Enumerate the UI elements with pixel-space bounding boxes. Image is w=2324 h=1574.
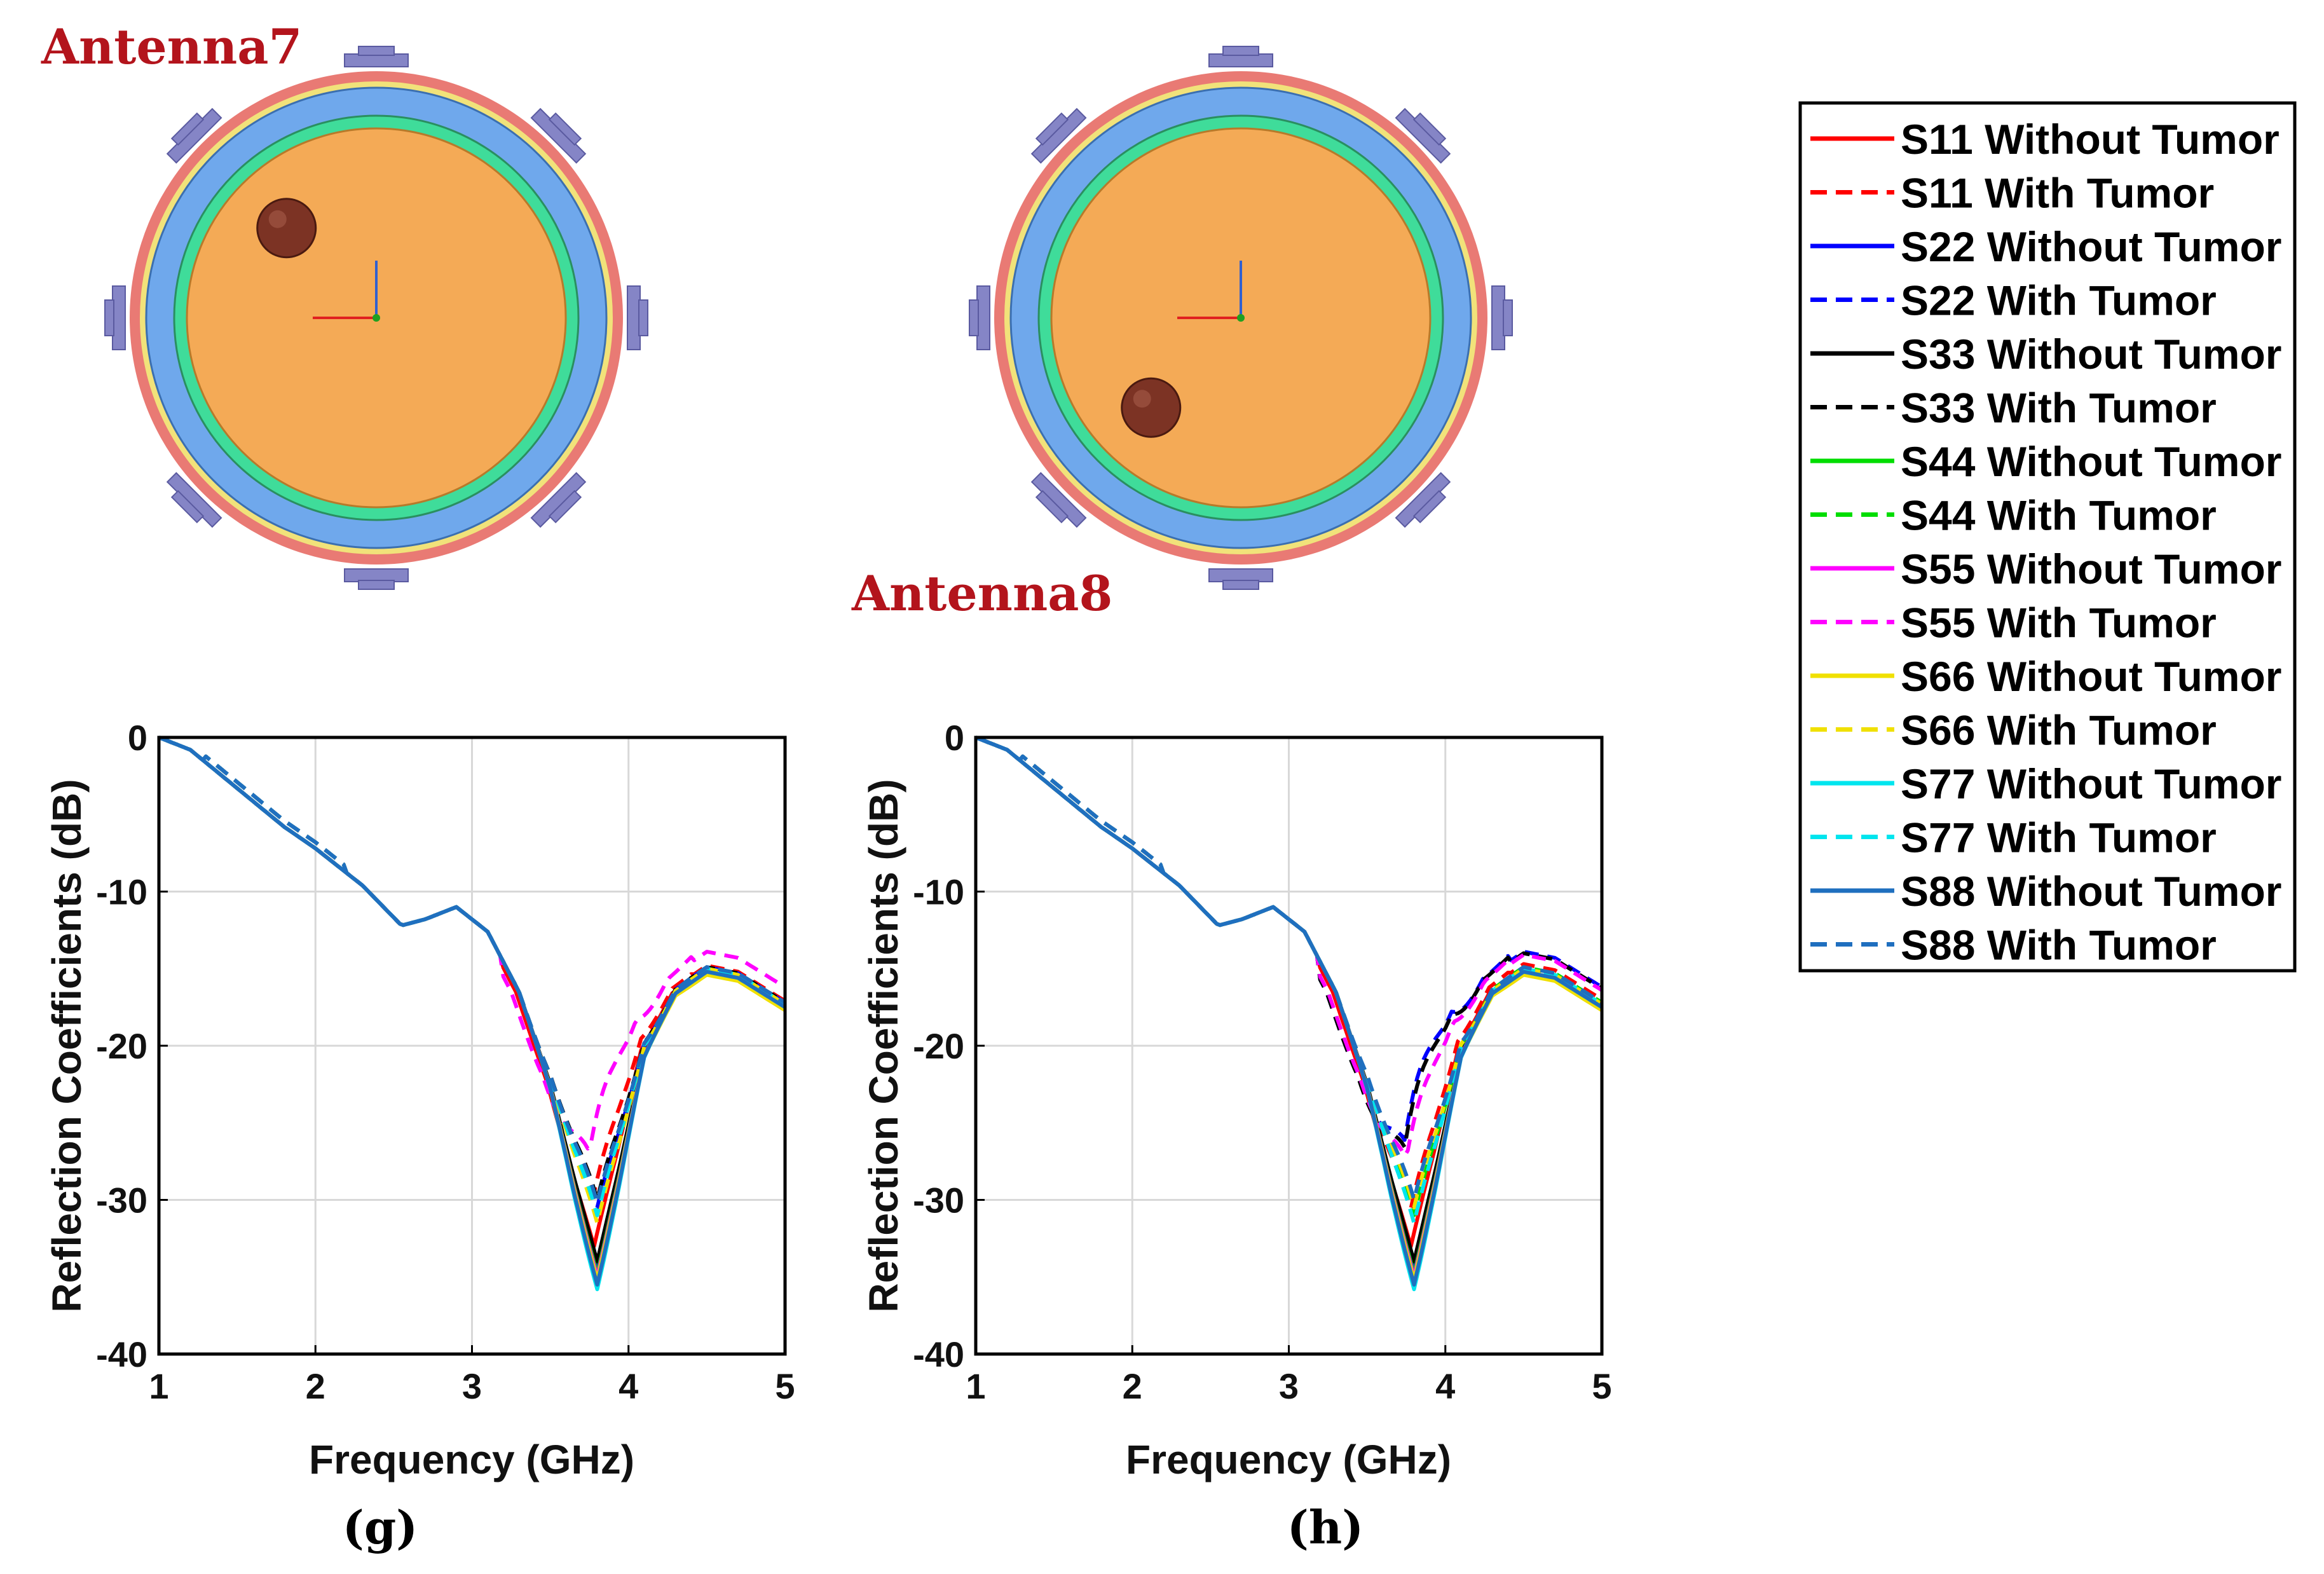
legend-item: S66 Without Tumor xyxy=(1810,653,2281,700)
y-tick-label: -10 xyxy=(913,872,964,912)
x-tick-label: 2 xyxy=(306,1366,325,1406)
legend-label: S66 Without Tumor xyxy=(1901,653,2281,700)
x-tick-label: 1 xyxy=(149,1366,168,1406)
legend-label: S22 Without Tumor xyxy=(1901,223,2281,270)
plot-h-grid xyxy=(974,736,1603,1355)
plot-h-ticks: 1 2 3 4 5 0 -10 -20 -30 -40 xyxy=(913,718,1612,1406)
series-line-s88-with-tumor xyxy=(974,736,1603,1202)
antenna-element xyxy=(969,285,990,350)
antenna-element xyxy=(344,568,409,590)
antenna-element xyxy=(1395,107,1451,164)
legend-label: S55 Without Tumor xyxy=(1901,545,2281,592)
antenna7-label: Antenna7 xyxy=(41,18,302,75)
y-tick-label: -20 xyxy=(96,1026,147,1066)
y-tick-label: -40 xyxy=(96,1334,147,1374)
antenna-element xyxy=(1395,472,1451,528)
y-tick-label: 0 xyxy=(945,718,964,758)
tumor xyxy=(1121,377,1182,438)
plot-g-grid xyxy=(158,736,786,1355)
legend: S11 Without Tumor S11 With Tumor S22 Witho… xyxy=(1798,101,2297,973)
x-tick-label: 3 xyxy=(1279,1366,1299,1406)
y-tick-label: -20 xyxy=(913,1026,964,1066)
antenna-element xyxy=(530,472,587,528)
y-tick-label: -30 xyxy=(913,1180,964,1221)
panel-label-h: (h) xyxy=(1287,1500,1364,1554)
legend-label: S44 With Tumor xyxy=(1901,492,2217,539)
plot-h-ylabel: Reflection Coefficients (dB) xyxy=(861,779,906,1312)
plot-g-ylabel: Reflection Coefficients (dB) xyxy=(44,779,90,1312)
plot-g-series xyxy=(158,736,786,1292)
y-tick-label: -30 xyxy=(96,1180,147,1221)
legend-label: S88 With Tumor xyxy=(1901,922,2217,969)
legend-item: S66 With Tumor xyxy=(1810,707,2217,754)
legend-item: S88 Without Tumor xyxy=(1810,868,2281,915)
antenna-element xyxy=(104,285,126,350)
legend-label: S11 Without Tumor xyxy=(1901,116,2280,163)
x-tick-label: 4 xyxy=(1435,1366,1455,1406)
y-tick-label: -40 xyxy=(913,1334,964,1374)
antenna-element xyxy=(1491,285,1513,350)
breast-model-antenna8 xyxy=(969,46,1513,590)
plot-g-ticks: 1 2 3 4 5 0 -10 -20 -30 -40 xyxy=(96,718,795,1406)
x-tick-label: 5 xyxy=(1592,1366,1611,1406)
plot-g: 1 2 3 4 5 0 -10 -20 -30 -40 Frequency (GHz) Refle… xyxy=(44,718,795,1554)
antenna-element xyxy=(530,107,587,164)
antenna-element xyxy=(166,107,222,164)
antenna-element xyxy=(344,46,409,67)
axis-triad-icon xyxy=(313,261,380,322)
x-tick-label: 1 xyxy=(966,1366,985,1406)
x-tick-label: 3 xyxy=(462,1366,482,1406)
series-line-s88-with-tumor xyxy=(158,736,786,1205)
legend-item: S55 With Tumor xyxy=(1810,599,2217,647)
x-tick-label: 2 xyxy=(1123,1366,1142,1406)
legend-label: S66 With Tumor xyxy=(1901,707,2217,754)
antenna-element xyxy=(1208,46,1273,67)
legend-label: S55 With Tumor xyxy=(1901,599,2217,647)
legend-item: S11 Without Tumor xyxy=(1810,116,2280,163)
antenna8-label: Antenna8 xyxy=(851,565,1112,622)
legend-item: S33 With Tumor xyxy=(1810,385,2217,432)
plot-h: 1 2 3 4 5 0 -10 -20 -30 -40 Frequency (GHz) Refle… xyxy=(861,718,1612,1554)
panel-label-g: (g) xyxy=(343,1500,418,1554)
legend-item: S33 Without Tumor xyxy=(1810,331,2281,378)
tumor xyxy=(256,198,317,259)
legend-item: S22 Without Tumor xyxy=(1810,223,2281,270)
legend-label: S11 With Tumor xyxy=(1901,170,2214,217)
legend-label: S33 With Tumor xyxy=(1901,385,2217,432)
legend-item: S44 Without Tumor xyxy=(1810,438,2281,485)
legend-item: S77 Without Tumor xyxy=(1810,760,2281,807)
plot-h-xlabel: Frequency (GHz) xyxy=(1126,1437,1451,1482)
legend-label: S77 Without Tumor xyxy=(1901,760,2281,807)
x-tick-label: 5 xyxy=(775,1366,795,1406)
legend-item: S55 Without Tumor xyxy=(1810,545,2281,592)
breast-model-antenna7 xyxy=(104,46,648,590)
antenna-element xyxy=(1030,107,1087,164)
legend-item: S22 With Tumor xyxy=(1810,277,2217,324)
legend-label: S88 Without Tumor xyxy=(1901,868,2281,915)
antenna-element xyxy=(1208,568,1273,590)
axis-triad-icon xyxy=(1177,261,1245,322)
antenna-element xyxy=(627,285,648,350)
plot-g-xlabel: Frequency (GHz) xyxy=(309,1437,634,1482)
antenna-element xyxy=(166,472,222,528)
legend-item: S11 With Tumor xyxy=(1810,170,2214,217)
plot-h-series xyxy=(974,736,1603,1292)
y-tick-label: -10 xyxy=(96,872,147,912)
legend-label: S33 Without Tumor xyxy=(1901,331,2281,378)
legend-item: S77 With Tumor xyxy=(1810,814,2217,861)
legend-label: S77 With Tumor xyxy=(1901,814,2217,861)
x-tick-label: 4 xyxy=(619,1366,638,1406)
legend-item: S88 With Tumor xyxy=(1810,922,2217,969)
legend-label: S22 With Tumor xyxy=(1901,277,2217,324)
legend-item: S44 With Tumor xyxy=(1810,492,2217,539)
antenna-element xyxy=(1030,472,1087,528)
y-tick-label: 0 xyxy=(128,718,147,758)
legend-label: S44 Without Tumor xyxy=(1901,438,2281,485)
